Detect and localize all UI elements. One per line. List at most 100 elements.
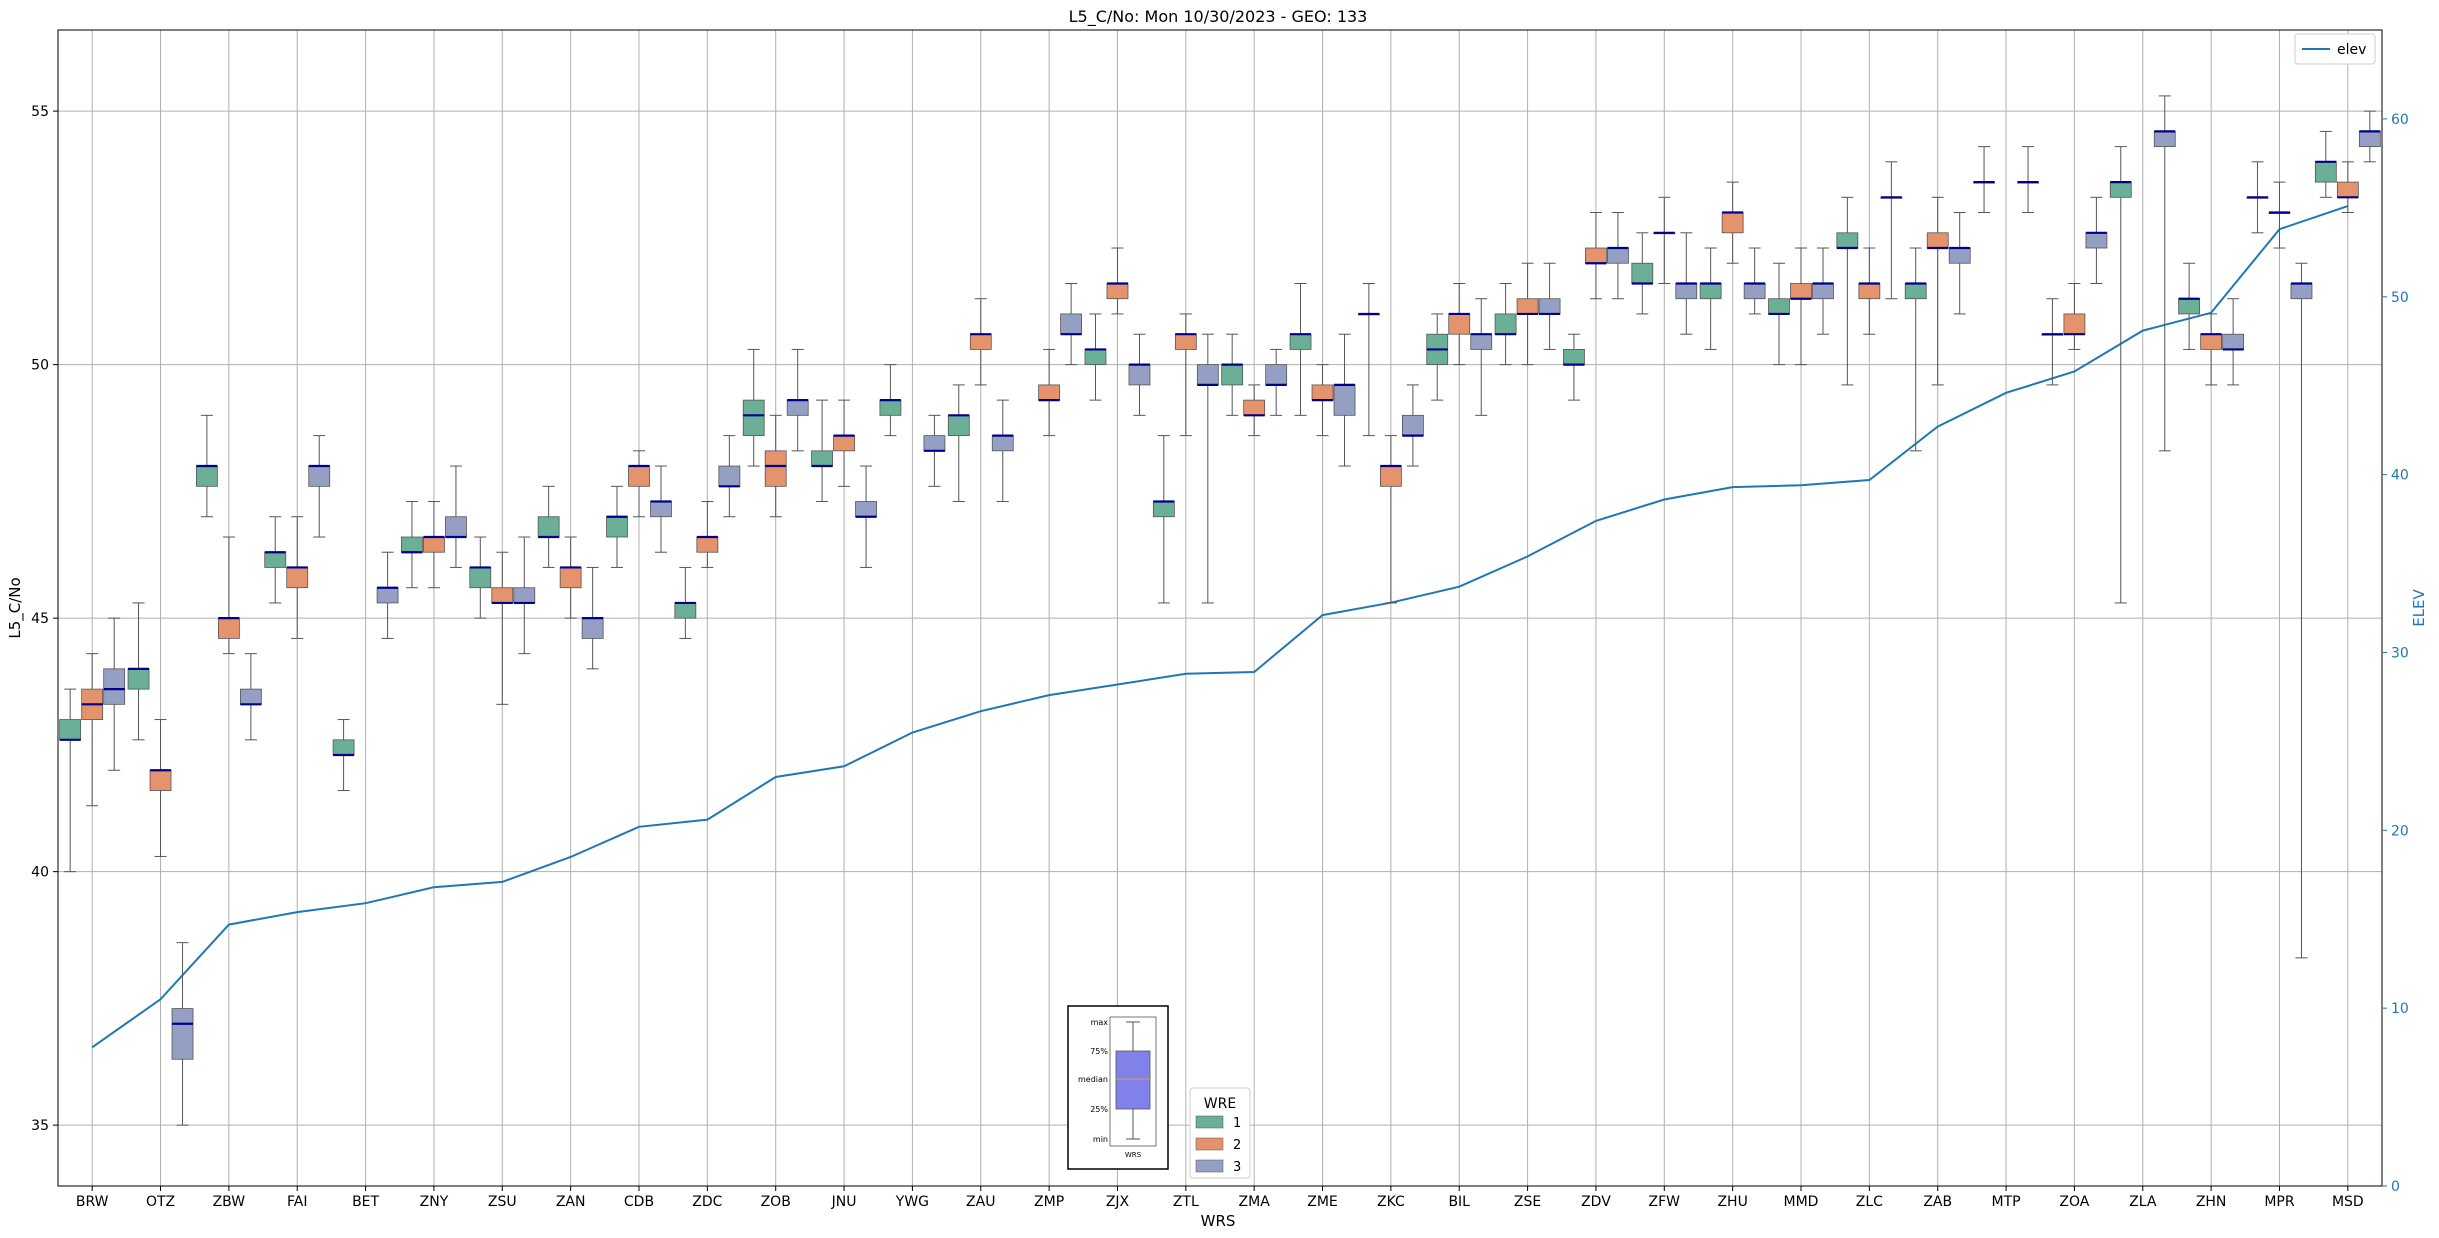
x-tick-label: ZTL <box>1173 1194 1199 1210</box>
wre-legend-swatch <box>1195 1159 1224 1173</box>
y-tick-label: 45 <box>31 611 49 627</box>
box-body <box>2153 131 2176 148</box>
box-wre3 <box>171 942 194 1126</box>
y-right-tick-label: 30 <box>2391 645 2409 661</box>
x-tick-label: ZAU <box>966 1194 995 1210</box>
wre-legend-label: 1 <box>1233 1116 1241 1131</box>
box-body <box>1470 333 1493 350</box>
box-body <box>1675 283 1698 300</box>
box-body <box>1448 313 1471 335</box>
box-body <box>59 719 82 741</box>
x-tick-label: ZMP <box>1034 1194 1064 1210</box>
box-body <box>1516 298 1539 315</box>
box-body <box>764 450 787 487</box>
box-wre3 <box>103 617 126 771</box>
box-wre2 <box>491 551 514 705</box>
box-wre2 <box>2200 313 2223 386</box>
box-body <box>947 414 970 437</box>
box-body <box>537 516 560 538</box>
box-wre2 <box>833 399 855 487</box>
box-wre2 <box>149 719 172 857</box>
box-wre2 <box>628 450 650 518</box>
x-tick-label: ZAN <box>556 1194 586 1210</box>
wre-legend-swatch <box>1195 1115 1224 1129</box>
x-tick-label: ZLC <box>1856 1194 1883 1210</box>
box-body <box>239 688 262 705</box>
key-box-label-q1: 25% <box>1090 1105 1108 1114</box>
y-tick-label: 40 <box>31 865 49 881</box>
box-wre3 <box>239 653 262 741</box>
box-body <box>1265 364 1288 386</box>
box-body <box>923 435 946 452</box>
box-wre1 <box>1494 283 1517 366</box>
x-axis-label: WRS <box>1201 1212 1236 1230</box>
box-wre2 <box>2268 181 2291 249</box>
box-body <box>1084 349 1107 366</box>
box-body <box>1948 247 1971 264</box>
x-tick-label: MMD <box>1784 1194 1819 1210</box>
y-right-tick-label: 10 <box>2391 1001 2409 1017</box>
box-wre1 <box>742 348 765 467</box>
box-wre2 <box>1721 181 1744 264</box>
box-wre3 <box>1128 333 1151 416</box>
box-body <box>1699 283 1722 300</box>
box-body <box>2314 161 2337 183</box>
box-wre2 <box>1653 196 1676 285</box>
box-body <box>786 399 809 416</box>
box-wre3 <box>991 399 1014 503</box>
box-wre3 <box>2153 95 2176 452</box>
x-tick-label: ZOB <box>761 1194 791 1210</box>
box-wre2 <box>423 501 445 589</box>
box-wre3 <box>1401 384 1424 467</box>
x-tick-label: ZAB <box>1923 1194 1952 1210</box>
x-tick-label: ZLA <box>2129 1194 2157 1210</box>
box-body <box>1812 283 1834 300</box>
box-body <box>1243 399 1266 416</box>
key-box-body <box>1115 1050 1151 1110</box>
box-wre1 <box>606 485 628 568</box>
box-wre3 <box>1675 232 1698 335</box>
box-body <box>1128 364 1151 386</box>
x-tick-label: ZNY <box>420 1194 449 1210</box>
box-wre3 <box>786 348 809 452</box>
box-body <box>2200 333 2223 350</box>
box-body <box>606 516 628 538</box>
box-body <box>445 516 467 538</box>
box-body <box>1563 349 1585 366</box>
box-body <box>127 668 150 690</box>
x-tick-label: JNU <box>831 1194 857 1210</box>
x-tick-label: ZOA <box>2059 1194 2089 1210</box>
box-body <box>2178 298 2201 315</box>
box-body <box>1221 364 1244 386</box>
box-wre2 <box>969 298 992 386</box>
box-body <box>469 567 492 589</box>
elev-line <box>91 205 2349 1049</box>
box-body <box>991 435 1014 452</box>
box-body <box>2336 181 2359 198</box>
box-body <box>1379 465 1402 487</box>
box-body <box>1743 283 1766 300</box>
box-wre2 <box>1585 212 1607 300</box>
box-wre2 <box>81 653 104 807</box>
box-wre1 <box>1973 146 1995 214</box>
box-body <box>423 536 445 553</box>
box-body <box>2063 313 2086 335</box>
x-tick-label: ZHN <box>2196 1194 2227 1210</box>
box-body <box>2109 181 2132 198</box>
box-wre1 <box>811 399 833 503</box>
box-body <box>581 617 604 639</box>
box-body <box>103 668 126 705</box>
elev-line-layer <box>91 205 2349 1049</box>
box-wre1 <box>2246 161 2269 234</box>
box-body <box>195 465 218 487</box>
box-wre2 <box>764 414 787 518</box>
box-body <box>2085 232 2108 249</box>
box-body <box>811 450 833 467</box>
box-wre1 <box>59 688 82 873</box>
x-tick-label: ZSU <box>488 1194 517 1210</box>
box-wre2 <box>1790 247 1812 366</box>
box-wre1 <box>947 384 970 503</box>
box-wre2 <box>1858 247 1881 335</box>
box-wre3 <box>1060 283 1083 366</box>
